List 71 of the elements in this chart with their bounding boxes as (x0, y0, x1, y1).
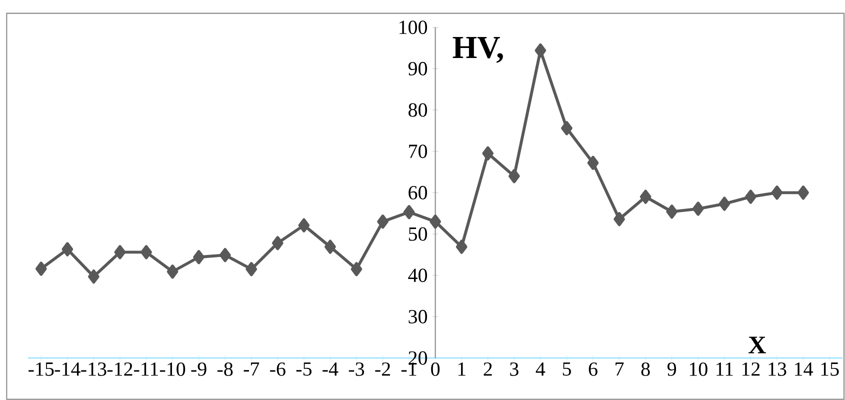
point (140, 245, 152, 260)
point (718, 196, 730, 211)
x-tick-label: 5 (562, 362, 571, 376)
y-tick-label: 40 (408, 268, 428, 282)
point (219, 248, 231, 262)
y-tick-label: 20 (408, 351, 428, 365)
point (430, 214, 442, 229)
x-tick-label: -4 (322, 362, 338, 376)
y-tick-label: 80 (408, 103, 428, 117)
x-tick-label: -3 (348, 362, 364, 376)
x-tick-label: 12 (742, 362, 760, 376)
point (456, 240, 468, 254)
point (114, 245, 126, 260)
point (798, 186, 809, 200)
point (324, 240, 336, 254)
x-tick-label: 6 (588, 362, 598, 376)
point (62, 242, 74, 256)
point (666, 204, 678, 219)
point (377, 214, 388, 229)
point (298, 218, 310, 232)
y-axis-title: HV, (452, 37, 503, 63)
point (350, 262, 362, 276)
x-tick-label: 13 (768, 362, 786, 376)
x-tick-label: 3 (510, 362, 518, 376)
point (508, 169, 520, 184)
y-tick-label: 30 (408, 310, 428, 324)
x-tick-label: -12 (107, 362, 132, 376)
x-tick-label: -11 (134, 362, 158, 376)
x-tick-label: -9 (191, 362, 206, 376)
point (88, 270, 100, 284)
x-axis-title: X (748, 336, 766, 354)
point (193, 250, 204, 264)
point (272, 236, 284, 250)
point (166, 264, 178, 279)
x-tick-label: 7 (616, 362, 624, 376)
x-tick-label: -10 (160, 362, 186, 376)
x-tick-label: -5 (296, 362, 312, 376)
x-tick-label: 9 (668, 362, 676, 376)
x-tick-label: -6 (270, 362, 286, 376)
x-tick-label: 0 (431, 362, 440, 376)
x-tick-label: 11 (716, 362, 733, 376)
x-tick-label: -13 (81, 362, 106, 376)
y-tick-label: 60 (408, 186, 428, 200)
x-tick-label: 10 (690, 362, 708, 376)
point (403, 205, 415, 220)
x-tick-label: -2 (375, 362, 390, 376)
point (482, 146, 494, 160)
point (35, 262, 47, 276)
point (640, 190, 652, 204)
point (745, 190, 756, 204)
point (692, 202, 704, 216)
point (534, 43, 546, 58)
point (246, 262, 258, 276)
x-tick-label: -15 (28, 362, 54, 376)
x-tick-label: 2 (484, 362, 492, 376)
x-tick-label: 14 (795, 362, 813, 376)
x-tick-label: -7 (244, 362, 260, 376)
point (771, 186, 783, 200)
y-tick-label: 100 (400, 20, 428, 34)
y-tick-label: 70 (409, 144, 428, 158)
y-tick-label: 90 (408, 62, 428, 76)
x-tick-label: 1 (458, 362, 466, 376)
x-tick-label: -14 (54, 362, 80, 376)
y-tick-label: 50 (408, 227, 428, 241)
x-tick-label: 8 (641, 362, 650, 376)
point (614, 212, 625, 226)
point (561, 121, 572, 136)
x-tick-label: 4 (536, 362, 546, 376)
point (587, 156, 599, 170)
x-tick-label: -8 (218, 362, 233, 376)
x-tick-label: 15 (821, 362, 839, 376)
